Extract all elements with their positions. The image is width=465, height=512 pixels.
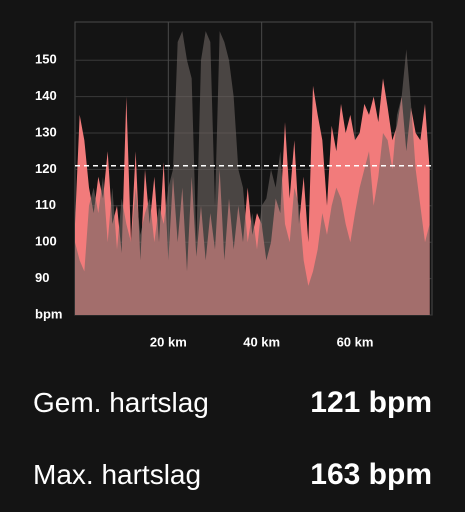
- y-tick-label: 150: [35, 52, 57, 67]
- stat-label: Max. hartslag: [33, 459, 202, 490]
- area: [75, 31, 430, 316]
- stat-value: 121 bpm: [310, 386, 432, 419]
- x-tick-label: 60 km: [337, 334, 374, 349]
- stat-row: Gem. hartslag 121 bpm: [33, 386, 432, 420]
- stat-row: Max. hartslag 163 bpm: [33, 458, 432, 492]
- y-tick-label: 140: [35, 88, 57, 103]
- y-tick-label: 110: [35, 197, 56, 212]
- y-tick-label: 100: [35, 234, 57, 249]
- x-tick-label: 40 km: [243, 334, 280, 349]
- y-tick-label: 130: [35, 124, 57, 139]
- y-tick-label: 120: [35, 161, 57, 176]
- stat-label: Gem. hartslag: [33, 387, 209, 418]
- y-tick-label: 90: [35, 270, 49, 285]
- stat-value: 163 bpm: [310, 458, 432, 491]
- chart: bpm 90 100 110 120 130 140 150 20 km 40 km 60 km: [35, 21, 433, 349]
- x-tick-label: 20 km: [150, 334, 187, 349]
- y-tick-label: bpm: [35, 306, 62, 321]
